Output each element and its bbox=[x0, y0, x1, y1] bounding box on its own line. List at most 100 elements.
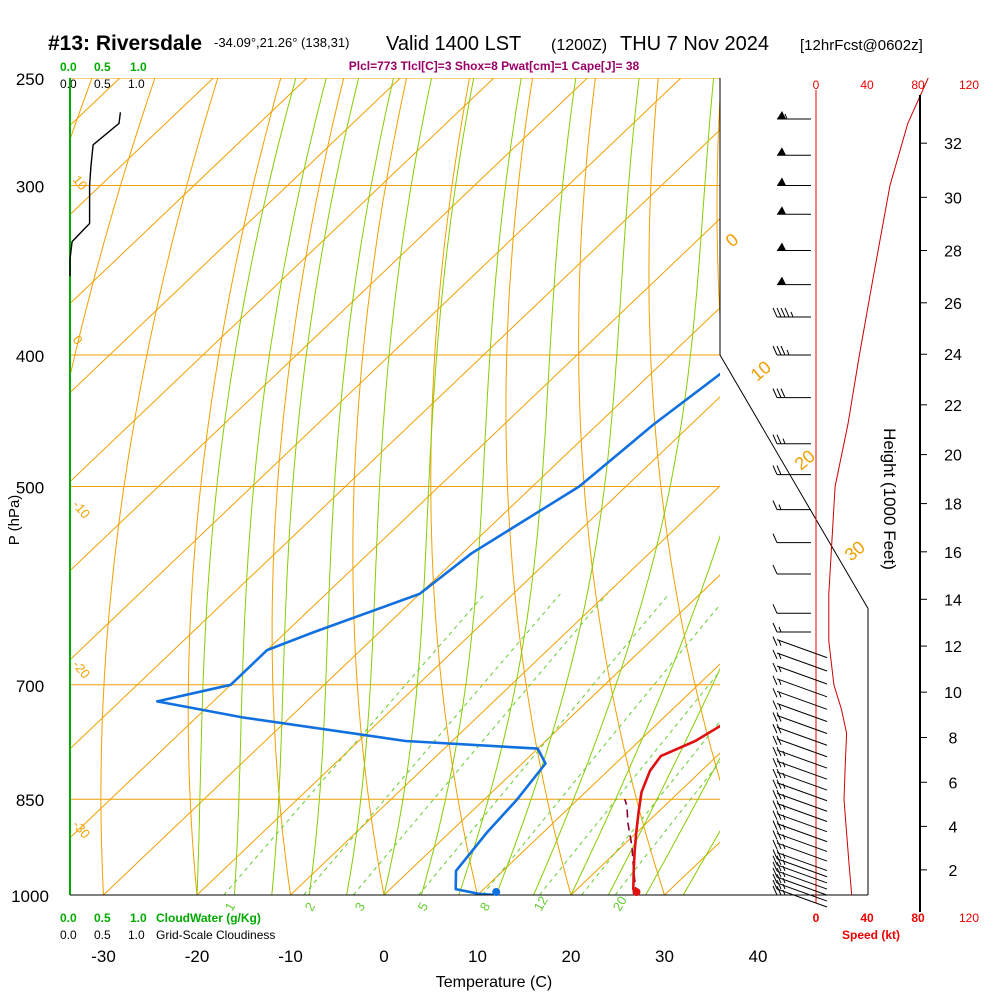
isotherm-line bbox=[196, 396, 720, 895]
wind-barb bbox=[772, 622, 811, 633]
wind-barb-staff bbox=[776, 760, 828, 780]
wind-barb-full bbox=[772, 779, 778, 789]
wind-barb-half bbox=[784, 113, 788, 120]
wind-barb-staff bbox=[776, 882, 828, 902]
mixing-ratio-line bbox=[303, 593, 561, 895]
isotherm-line bbox=[852, 78, 1000, 895]
wind-barb-staff bbox=[776, 832, 828, 852]
wind-barb-full bbox=[784, 307, 790, 318]
wind-barb bbox=[777, 110, 811, 120]
wind-barb-full bbox=[772, 345, 778, 356]
wind-barb-full bbox=[772, 820, 778, 830]
wind-barb-full bbox=[776, 855, 782, 865]
wind-barb-full bbox=[776, 779, 782, 789]
valid-date: THU 7 Nov 2024 bbox=[620, 33, 769, 55]
height-tick-label: 12 bbox=[944, 639, 962, 656]
dry-adiabat-line bbox=[648, 78, 720, 782]
utc-time: (1200Z) bbox=[551, 37, 607, 54]
temperature-tick-label: -30 bbox=[91, 947, 116, 966]
wind-barb bbox=[772, 830, 828, 852]
isotherm-label: -30 bbox=[70, 817, 94, 841]
wind-barb-full bbox=[776, 790, 782, 800]
pressure-tick-label: 700 bbox=[16, 677, 44, 696]
wind-barb-full bbox=[772, 867, 778, 878]
wind-barb bbox=[772, 345, 811, 356]
wind-barb-full bbox=[776, 757, 782, 768]
wind-barb-full bbox=[776, 830, 782, 840]
mixing-ratio-line bbox=[539, 670, 720, 895]
wind-barb-staff bbox=[776, 852, 828, 872]
wind-barb bbox=[777, 206, 811, 215]
wind-barb-staff bbox=[776, 876, 828, 896]
wind-barb-staff bbox=[776, 842, 828, 862]
moist-adiabat-line bbox=[533, 78, 715, 895]
mixing-ratio-label: 2 bbox=[302, 900, 319, 914]
wind-barb-full bbox=[776, 465, 782, 475]
surface-dewpoint-dot bbox=[492, 888, 501, 896]
temperature-tick-label: -10 bbox=[278, 947, 303, 966]
pressure-tick-label: 400 bbox=[16, 347, 44, 366]
moist-adiabat-line bbox=[196, 78, 297, 895]
wind-barb-half bbox=[782, 877, 786, 884]
height-tick-label: 2 bbox=[949, 863, 958, 880]
dry-adiabat-line bbox=[505, 78, 572, 895]
wind-barb-half bbox=[782, 794, 786, 800]
wind-barb-full bbox=[776, 724, 782, 734]
wind-barb-full bbox=[772, 622, 778, 633]
speed-top-scale: 0 40 80 120 bbox=[813, 78, 980, 92]
wind-barb-full bbox=[776, 885, 782, 896]
wind-barb-full bbox=[772, 662, 778, 673]
wind-barb bbox=[772, 757, 828, 780]
height-tick-label: 18 bbox=[944, 497, 962, 514]
wind-barb-full bbox=[776, 873, 782, 884]
wind-barb bbox=[772, 712, 828, 734]
wind-barb-full bbox=[772, 849, 778, 859]
isotherm-line bbox=[290, 485, 720, 895]
wind-barb-full bbox=[772, 873, 778, 884]
wind-barb-full bbox=[772, 790, 778, 800]
cloudiness-tick: 0.5 bbox=[94, 77, 111, 91]
isotherm-line bbox=[70, 78, 588, 572]
height-tick-label: 10 bbox=[944, 685, 962, 702]
wind-barb-staff bbox=[776, 715, 828, 734]
dry-adiabat-line bbox=[973, 78, 1000, 895]
wind-barb bbox=[772, 500, 811, 511]
wind-panel-boundary bbox=[719, 78, 869, 895]
wind-barb bbox=[772, 779, 828, 802]
speed-tick: 0 bbox=[813, 78, 820, 92]
wind-barb-staff bbox=[776, 652, 828, 672]
speed-tick: 80 bbox=[911, 78, 925, 92]
wind-barb-half bbox=[786, 349, 790, 356]
wind-barb bbox=[772, 885, 828, 908]
wind-barb-staff bbox=[776, 803, 828, 823]
isotherm-line bbox=[70, 78, 495, 483]
wind-barb-flag bbox=[777, 242, 786, 251]
height-tick-label: 8 bbox=[949, 731, 958, 748]
wind-barb-full bbox=[772, 533, 778, 543]
wind-barb-full bbox=[780, 345, 786, 356]
wind-barb-half bbox=[782, 859, 786, 865]
pressure-tick-label: 250 bbox=[16, 70, 44, 89]
wind-barb-staff bbox=[776, 771, 828, 791]
cloudwater-tick: 0.5 bbox=[94, 911, 111, 925]
valid-time: Valid 1400 LST bbox=[386, 33, 521, 55]
isotherm-line bbox=[383, 574, 720, 895]
height-tick-label: 32 bbox=[944, 136, 962, 153]
wind-barb-half bbox=[778, 640, 782, 646]
dry-adiabat-line bbox=[578, 78, 665, 895]
wind-barb bbox=[777, 276, 811, 286]
height-tick-label: 24 bbox=[944, 347, 962, 364]
sounding-indices: Plcl=773 Tlcl[C]=3 Shox=8 Pwat[cm]=1 Cap… bbox=[349, 59, 640, 73]
speed-bottom-scale: 0 40 80 120 Speed (kt) bbox=[813, 911, 980, 942]
isotherm-line bbox=[477, 663, 720, 895]
moist-adiabat-line bbox=[346, 78, 432, 895]
cloudiness-top-scale: 0.0 0.5 1.0 bbox=[60, 77, 145, 91]
wind-barb-half bbox=[778, 653, 782, 660]
isotherm-line bbox=[70, 218, 720, 839]
forecast-info: [12hrFcst@0602z] bbox=[800, 37, 923, 54]
wind-barb-half bbox=[782, 865, 786, 872]
speed-label: Speed (kt) bbox=[842, 928, 900, 942]
cloudwater-tick: 0.5 bbox=[94, 60, 111, 74]
